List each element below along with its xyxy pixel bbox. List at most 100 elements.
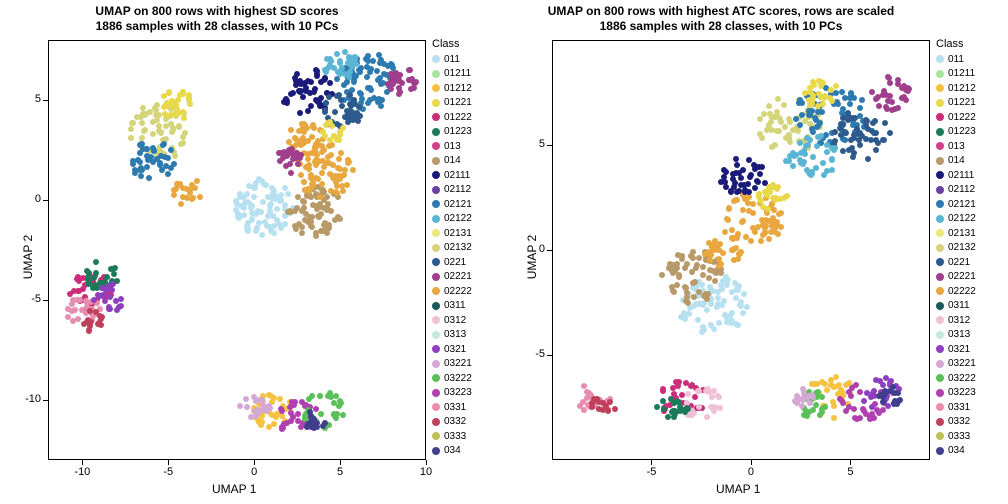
scatter-point: [712, 278, 718, 284]
scatter-point: [873, 96, 879, 102]
scatter-point: [283, 150, 289, 156]
legend-label: 02112: [444, 184, 471, 195]
x-axis-label: UMAP 1: [212, 482, 256, 496]
legend-item: 01211: [432, 67, 472, 82]
panel-title: UMAP on 800 rows with highest SD scores …: [0, 4, 434, 34]
scatter-point: [107, 294, 113, 300]
title-line1: UMAP on 800 rows with highest SD scores: [0, 4, 434, 19]
legend-swatch: [432, 374, 440, 382]
scatter-point: [820, 101, 826, 107]
scatter-point: [251, 394, 257, 400]
scatter-point: [805, 142, 811, 148]
scatter-point: [817, 412, 823, 418]
legend-label: 02111: [948, 170, 974, 181]
scatter-point: [253, 407, 259, 413]
scatter-point: [746, 157, 752, 163]
scatter-point: [667, 261, 673, 267]
legend-item: 014: [936, 154, 976, 169]
scatter-point: [276, 221, 282, 227]
scatter-point: [307, 409, 313, 415]
scatter-point: [288, 170, 294, 176]
class-legend: Class 0110121101212012210122201223013014…: [432, 38, 472, 458]
scatter-point: [344, 108, 350, 114]
scatter-point: [139, 120, 145, 126]
scatter-point: [708, 322, 714, 328]
scatter-point: [721, 167, 727, 173]
legend-item: 034: [936, 444, 976, 459]
y-tick-label: 0: [11, 193, 41, 205]
scatter-point: [776, 128, 782, 134]
scatter-point: [311, 89, 317, 95]
scatter-point: [292, 208, 298, 214]
legend-label: 013: [948, 141, 965, 152]
scatter-point: [233, 207, 239, 213]
scatter-point: [351, 72, 357, 78]
scatter-point: [797, 122, 803, 128]
legend-label: 034: [444, 445, 461, 456]
legend-item: 01221: [432, 96, 472, 111]
scatter-point: [819, 394, 825, 400]
scatter-point: [769, 144, 775, 150]
scatter-point: [659, 272, 665, 278]
scatter-point: [741, 291, 747, 297]
scatter-point: [281, 421, 287, 427]
legend-label: 0313: [948, 329, 970, 340]
scatter-point: [146, 175, 152, 181]
legend-label: 013: [444, 141, 461, 152]
scatter-point: [259, 232, 265, 238]
scatter-point: [696, 404, 702, 410]
scatter-point: [138, 165, 144, 171]
legend-swatch: [432, 302, 440, 310]
scatter-point: [810, 407, 816, 413]
legend-swatch: [432, 287, 440, 295]
title-line1: UMAP on 800 rows with highest ATC scores…: [504, 4, 938, 19]
scatter-point: [851, 406, 857, 412]
scatter-point: [679, 392, 685, 398]
scatter-point: [761, 111, 767, 117]
legend-swatch: [936, 331, 944, 339]
scatter-point: [732, 280, 738, 286]
scatter-point: [704, 414, 710, 420]
scatter-point: [728, 188, 734, 194]
legend-item: 011: [432, 52, 472, 67]
scatter-point: [378, 81, 384, 87]
legend-swatch: [432, 389, 440, 397]
scatter-point: [187, 101, 193, 107]
y-axis-label: UMAP 2: [525, 235, 539, 279]
scatter-point: [784, 193, 790, 199]
scatter-point: [376, 96, 382, 102]
scatter-point: [322, 109, 328, 115]
scatter-point: [186, 95, 192, 101]
scatter-point: [833, 374, 839, 380]
scatter-point: [869, 128, 875, 134]
scatter-point: [364, 64, 370, 70]
legend-swatch: [936, 432, 944, 440]
scatter-point: [804, 167, 810, 173]
scatter-point: [322, 133, 328, 139]
scatter-point: [581, 383, 587, 389]
scatter-point: [684, 294, 690, 300]
scatter-point: [724, 319, 730, 325]
legend-swatch: [936, 316, 944, 324]
scatter-point: [680, 407, 686, 413]
scatter-point: [718, 179, 724, 185]
legend-item: 0312: [432, 313, 472, 328]
scatter-point: [142, 127, 148, 133]
scatter-point: [854, 126, 860, 132]
scatter-point: [869, 411, 875, 417]
legend-item: 02221: [432, 270, 472, 285]
legend-swatch: [936, 389, 944, 397]
legend-swatch: [936, 229, 944, 237]
scatter-point: [288, 127, 294, 133]
class-legend: Class 0110121101212012210122201223013014…: [936, 38, 976, 458]
scatter-point: [265, 213, 271, 219]
legend-label: 0311: [948, 300, 970, 311]
scatter-point: [270, 191, 276, 197]
scatter-point: [765, 206, 771, 212]
scatter-point: [75, 316, 81, 322]
scatter-point: [807, 85, 813, 91]
scatter-point: [271, 421, 277, 427]
scatter-point: [768, 119, 774, 125]
legend-item: 01223: [936, 125, 976, 140]
scatter-point: [679, 253, 685, 259]
